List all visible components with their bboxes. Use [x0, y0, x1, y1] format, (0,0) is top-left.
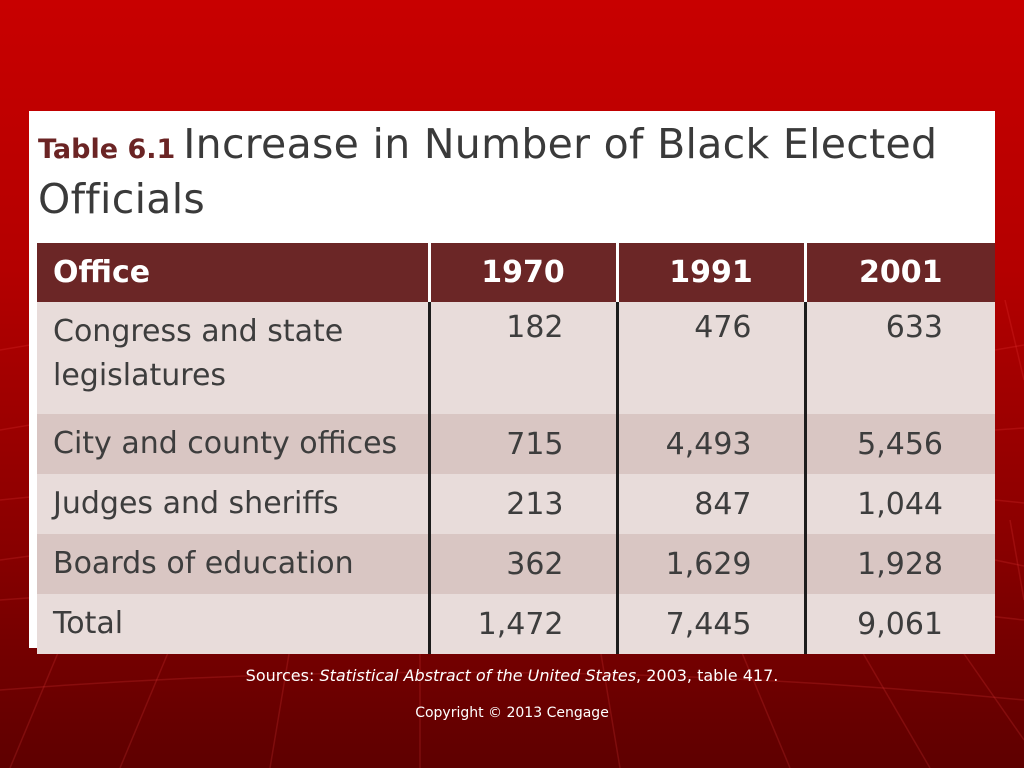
value-2001: 9,061: [803, 594, 995, 654]
value-1970: 362: [427, 534, 617, 594]
table-title-line1: Increase in Number of Black Elected: [183, 120, 938, 168]
column-header-1970: 1970: [427, 243, 617, 302]
value-1970: 213: [427, 474, 617, 534]
value-2001: 633: [803, 302, 995, 414]
source-title: Statistical Abstract of the United State…: [319, 666, 637, 685]
officials-table: Office 1970 1991 2001 Congress and state…: [37, 243, 995, 654]
table-title: Table 6.1 Increase in Number of Black Ele…: [38, 121, 983, 231]
source-prefix: Sources:: [245, 666, 320, 685]
value-1970: 182: [427, 302, 617, 414]
column-header-office: Office: [37, 243, 429, 302]
table-row: Congress and state legislatures 182 476 6…: [37, 302, 995, 414]
office-line1: Congress and state: [53, 314, 344, 349]
value-2001: 1,044: [803, 474, 995, 534]
value-2001: 5,456: [803, 414, 995, 474]
value-2001: 1,928: [803, 534, 995, 594]
column-header-2001: 2001: [803, 243, 995, 302]
table-row: Judges and sheriffs 213 847 1,044: [37, 474, 995, 534]
office-cell: Congress and state legislatures: [37, 302, 429, 414]
table-row-total: Total 1,472 7,445 9,061: [37, 594, 995, 654]
office-cell: Boards of education: [37, 534, 429, 594]
office-cell: City and county offices: [37, 414, 429, 474]
value-1991: 476: [615, 302, 805, 414]
value-1991: 4,493: [615, 414, 805, 474]
table-title-line2: Officials: [38, 175, 206, 223]
office-line2: legislatures: [53, 358, 227, 393]
value-1991: 7,445: [615, 594, 805, 654]
copyright-note: Copyright © 2013 Cengage: [415, 705, 609, 721]
table-number: Table 6.1: [38, 134, 176, 165]
value-1991: 847: [615, 474, 805, 534]
value-1970: 715: [427, 414, 617, 474]
value-1970: 1,472: [427, 594, 617, 654]
column-header-1991: 1991: [615, 243, 805, 302]
office-cell: Judges and sheriffs: [37, 474, 429, 534]
table-row: Boards of education 362 1,629 1,928: [37, 534, 995, 594]
source-note: Sources: Statistical Abstract of the Uni…: [0, 666, 1024, 685]
table-card: Table 6.1 Increase in Number of Black Ele…: [29, 111, 995, 654]
office-cell: Total: [37, 594, 429, 654]
source-suffix: , 2003, table 417.: [636, 666, 779, 685]
value-1991: 1,629: [615, 534, 805, 594]
header-row: Office 1970 1991 2001: [37, 243, 995, 302]
table-row: City and county offices 715 4,493 5,456: [37, 414, 995, 474]
